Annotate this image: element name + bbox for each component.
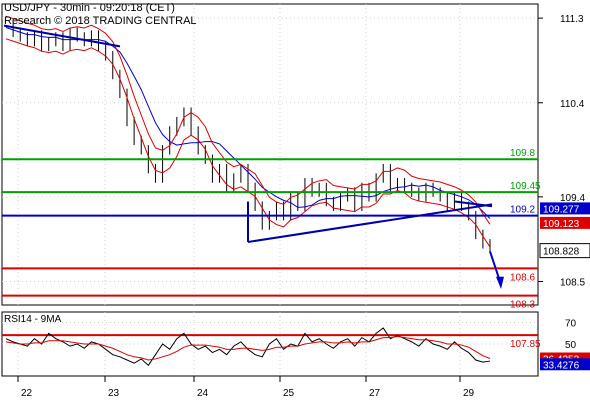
- y-tick-label: 108.5: [560, 277, 585, 288]
- y-tick-label: 109.4: [560, 193, 585, 204]
- last-price-badge: [539, 243, 590, 259]
- rsi-tick-label: 70: [565, 319, 577, 330]
- price-panel-frame: [1, 3, 539, 306]
- x-tick-label: 22: [21, 388, 33, 399]
- projection-arrow: [489, 251, 501, 282]
- triangle-edge: [454, 200, 493, 208]
- projection-arrowhead: [496, 276, 504, 290]
- ma-badge-label: 109.277: [543, 204, 580, 215]
- support-trendline: [247, 203, 493, 243]
- level-label: 109.2: [510, 205, 535, 216]
- rsi-label: RSI14 - 9MA: [4, 314, 62, 325]
- ma-badge: [540, 202, 590, 215]
- resistance-trendline: [3, 24, 121, 48]
- level-label: 107.85: [510, 339, 541, 350]
- rsi-tick-label: 50: [565, 340, 577, 351]
- rsi-badge-label: 33.4276: [543, 360, 580, 371]
- rsi-ma-line: [5, 336, 491, 361]
- y-tick-label: 110.4: [560, 99, 585, 110]
- bollinger-upper: [5, 15, 491, 225]
- level-label: 108.6: [510, 272, 535, 283]
- ma-badge: [540, 216, 590, 229]
- x-tick-label: 25: [283, 388, 295, 399]
- rsi-line: [5, 327, 491, 367]
- y-tick-label: 111.3: [560, 14, 584, 25]
- level-label: 109.45: [510, 181, 541, 192]
- x-tick-label: 27: [369, 388, 381, 399]
- x-tick-label: 23: [108, 388, 120, 399]
- x-tick-label: 29: [463, 388, 475, 399]
- rsi-badge: [540, 358, 590, 371]
- level-label: 109.8: [510, 148, 535, 159]
- last-price-label: 108.828: [543, 247, 580, 258]
- copyright: Research © 2018 TRADING CENTRAL: [4, 15, 197, 27]
- level-label: 108.3: [510, 300, 535, 311]
- x-tick-label: 24: [197, 388, 209, 399]
- chart-title: USD/JPY - 30min - 09:20:18 (CET): [4, 2, 175, 14]
- ma-badge-label: 109.123: [543, 219, 580, 230]
